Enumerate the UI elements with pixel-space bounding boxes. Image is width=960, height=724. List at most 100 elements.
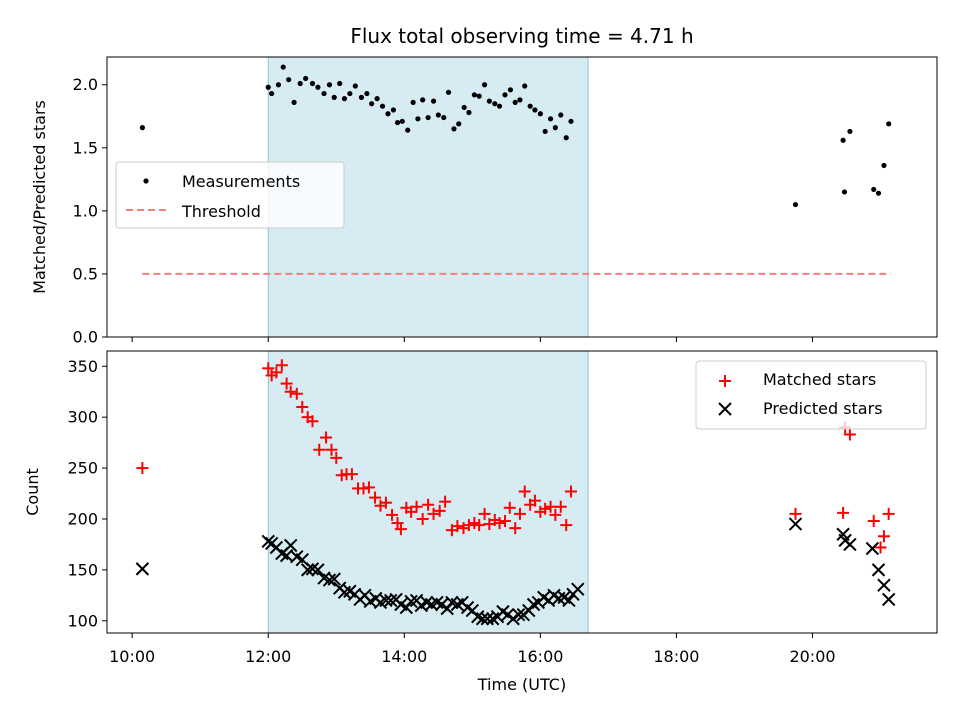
measurement-point [425,114,431,121]
legend-matched-label: Matched stars [763,370,876,389]
count-axes-frame [106,350,938,634]
matched-star-point [275,359,288,372]
matched-star-point [290,387,303,400]
measurement-point [542,128,548,135]
matched-star-point [306,415,319,428]
predicted-star-point [865,541,880,556]
measurement-point [379,103,386,109]
matched-star-point [362,481,375,494]
matched-star-point [369,491,382,504]
ratio-x-ticks [131,337,813,342]
predicted-star-point [571,582,585,596]
measurement-point [405,127,411,133]
measurement-point [466,109,472,116]
x-tick-label: 10:00 [109,647,155,666]
matched-star-point [262,362,275,375]
matched-star-point [451,520,464,533]
y-tick-label: 2.0 [73,75,98,94]
legend-predicted-marker [718,402,732,416]
matched-star-point [554,500,567,513]
predicted-star-point [562,593,576,608]
matched-star-point [498,515,511,528]
matched-star-point [284,385,297,398]
measurement-point [507,87,514,93]
measurement-point [275,82,282,88]
y-tick-label: 1.5 [73,138,98,157]
measurement-point [841,189,848,195]
x-tick-label: 18:00 [653,647,699,666]
measurement-point [139,125,145,131]
predicted-star-point [283,538,298,553]
matched-star-point [345,468,358,481]
measurement-point [875,190,882,196]
x-axis-label: Time (UTC) [477,675,566,694]
chart-title: Flux total observing time = 4.71 h [350,24,693,48]
y-tick-label: 200 [67,509,98,528]
count-legend: Matched stars Predicted stars [695,360,927,430]
matched-star-point [462,519,475,532]
measurement-point [410,99,416,106]
predicted-star-point [552,591,566,606]
predicted-star-point [475,612,490,626]
matched-star-point [313,443,326,456]
measurement-point [532,107,538,113]
y-tick-label: 0.0 [73,328,98,347]
measurement-point [451,126,457,132]
count-x-ticks: 10:00 12:00 14:00 16:00 18:00 20:00 [109,633,836,666]
measurement-point [352,83,358,89]
matched-star-point [439,495,452,508]
matched-star-point [513,507,526,520]
legend-measurements-marker [143,178,149,184]
measurement-point [309,80,316,87]
matched-star-point [478,507,491,520]
measurement-point [315,84,321,90]
matched-star-point [427,507,440,520]
measurement-point [547,116,554,122]
matched-star-point [386,508,399,521]
matched-star-point [280,377,293,390]
legend-measurements-label: Measurements [182,172,300,191]
measurement-point [374,96,380,102]
predicted-star-point [877,578,891,592]
predicted-star-point [322,573,337,587]
measurement-point [456,121,462,127]
measurement-point [420,97,426,103]
predicted-star-point [871,563,886,577]
measurement-point [558,112,564,118]
measurement-point [265,84,271,90]
x-tick-label: 12:00 [245,647,291,666]
measurement-point [517,97,523,103]
y-tick-label: 150 [67,560,98,579]
measurement-point [430,98,437,104]
measurement-point [496,103,503,109]
matched-star-point [394,523,407,536]
count-points [135,359,896,626]
measurement-point [394,119,401,126]
matched-star-point [877,530,890,543]
legend-matched-marker [719,375,731,387]
y-tick-label: 250 [67,459,98,478]
measurement-point [840,137,846,143]
measurement-point [364,90,370,97]
measurement-point [563,135,569,141]
ratio-y-axis-label: Matched/Predicted stars [30,100,49,294]
predicted-star-point [300,563,315,577]
matched-star-point [560,519,573,532]
measurement-point [537,111,543,117]
matched-star-point [391,517,404,530]
measurement-point [502,92,508,98]
predicted-star-point [511,607,526,622]
matched-star-point [789,507,802,520]
measurement-point [358,94,365,100]
measurement-point [552,125,558,131]
matched-star-point [509,522,522,535]
matched-star-point [320,431,333,444]
matched-star-point [518,485,531,498]
legend-predicted-label: Predicted stars [763,399,883,418]
count-y-ticks: 100 150 200 250 300 350 [67,357,107,630]
y-tick-label: 100 [67,611,98,630]
matched-star-point [270,366,283,379]
matched-star-point [325,443,338,456]
matched-star-point [843,428,856,441]
